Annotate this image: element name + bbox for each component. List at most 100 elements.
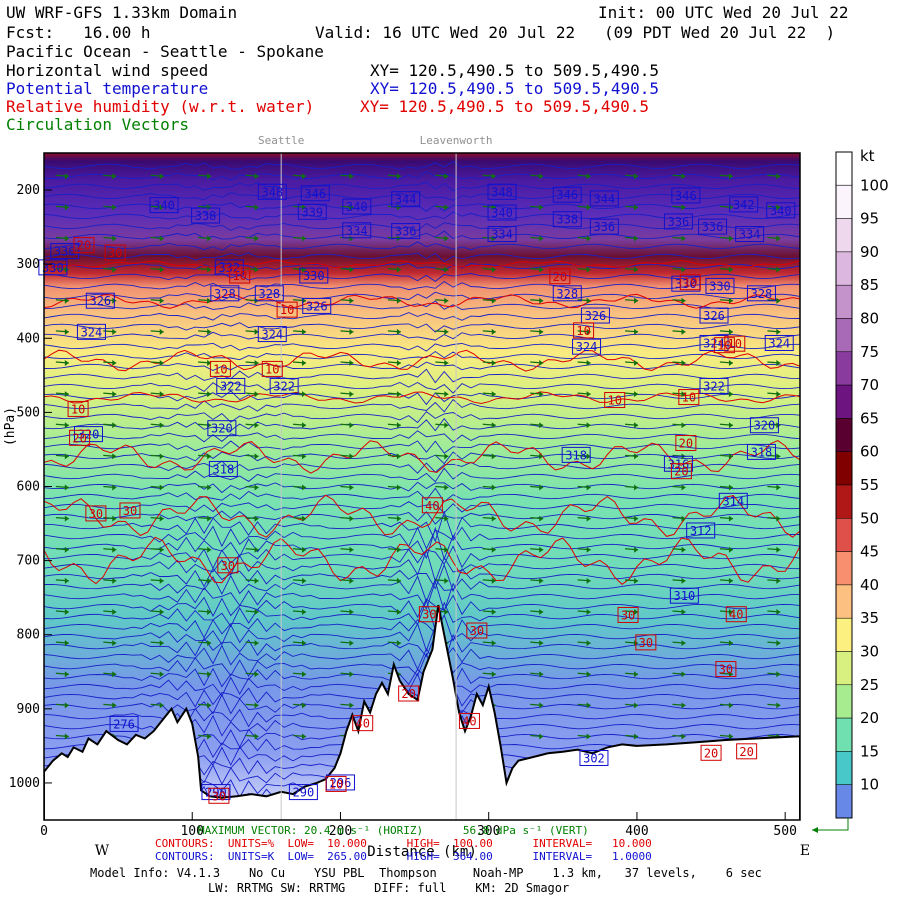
colorbar-cell [836, 352, 852, 385]
colorbar-cell [836, 319, 852, 352]
theta-label: 328 [258, 287, 280, 301]
theta-label: 328 [556, 287, 578, 301]
rh-label: 30 [639, 636, 653, 650]
colorbar-label: 20 [860, 709, 879, 727]
colorbar-cell [836, 785, 852, 818]
colorbar-label: 80 [860, 310, 879, 328]
theta-label: 348 [261, 185, 283, 199]
theta-label: 318 [213, 462, 235, 476]
location-label-seattle: Seattle [258, 134, 304, 147]
rh-label: 10 [576, 324, 590, 338]
rh-label: 30 [108, 246, 122, 260]
theta-label: 336 [593, 220, 615, 234]
colorbar-label: 25 [860, 676, 879, 694]
colorbar-label: 65 [860, 409, 879, 427]
rh-label: 10 [683, 276, 697, 290]
theta-label: 340 [153, 199, 175, 213]
theta-label: 340 [491, 206, 513, 220]
theta-label: 330 [303, 269, 325, 283]
colorbar-label: 85 [860, 276, 879, 294]
theta-label: 314 [722, 494, 744, 508]
theta-label: 320 [211, 422, 233, 436]
rh-label: 30 [123, 504, 137, 518]
y-tick-label: 500 [17, 405, 40, 420]
theta-label: 320 [754, 419, 776, 433]
model-info: Model Info: V4.1.3 No Cu YSU PBL Thompso… [90, 867, 762, 879]
rh-label: 40 [729, 608, 743, 622]
rh-label: 10 [329, 777, 343, 791]
theta-label: 324 [81, 325, 103, 339]
east-label: E [800, 843, 810, 859]
theta-label: 330 [54, 245, 76, 259]
theta-label: 326 [703, 309, 725, 323]
theta-label: 346 [556, 188, 578, 202]
theta-label: 322 [220, 379, 242, 393]
rh-label: 20 [674, 465, 688, 479]
colorbar-label: 40 [860, 576, 879, 594]
colorbar-cell [836, 718, 852, 751]
rh-label: 20 [72, 431, 86, 445]
colorbar-cell [836, 219, 852, 252]
colorbar-label: 100 [860, 176, 889, 194]
x-tick-label: 500 [773, 824, 796, 839]
rh-label: 10 [280, 303, 294, 317]
theta-label: 346 [304, 187, 326, 201]
y-tick-label: 1000 [9, 776, 40, 791]
colorbar-cell [836, 685, 852, 718]
colorbar-label: 95 [860, 210, 879, 228]
rh-label: 10 [607, 394, 621, 408]
colorbar-cell [836, 418, 852, 451]
colorbar-label: 70 [860, 376, 879, 394]
theta-label: 340 [770, 204, 792, 218]
colorbar-label: 10 [860, 776, 879, 794]
y-tick-label: 400 [17, 331, 40, 346]
theta-label: 326 [89, 294, 111, 308]
rh-label: 10 [213, 362, 227, 376]
colorbar-label: 45 [860, 543, 879, 561]
colorbar-cell [836, 518, 852, 551]
theta-label: 330 [709, 279, 731, 293]
colorbar-cell [836, 585, 852, 618]
colorbar-label: 55 [860, 476, 879, 494]
rh-label: 10 [728, 337, 742, 351]
theta-label: 290 [293, 786, 315, 800]
theta-label: 336 [702, 220, 724, 234]
rh-label: 30 [212, 789, 226, 803]
colorbar-cell [836, 285, 852, 318]
theta-label: 339 [301, 205, 323, 219]
theta-label: 276 [113, 717, 135, 731]
colorbar-cell [836, 552, 852, 585]
theta-label: 328 [751, 287, 773, 301]
colorbar-label: 30 [860, 643, 879, 661]
rh-label: 20 [739, 745, 753, 759]
theta-label: 328 [214, 287, 236, 301]
theta-label: 338 [556, 213, 578, 227]
colorbar-label: 35 [860, 609, 879, 627]
theta-label: 348 [491, 185, 513, 199]
model-info-physics: LW: RRTMG SW: RRTMG DIFF: full KM: 2D Sm… [208, 882, 569, 894]
rh-label: 30 [719, 663, 733, 677]
rh-label: 30 [470, 624, 484, 638]
colorbar-cell [836, 751, 852, 784]
x-tick-label: 0 [40, 824, 48, 839]
rh-label: 10 [265, 362, 279, 376]
rh-label: 20 [704, 746, 718, 760]
rh-label: 20 [401, 687, 415, 701]
theta-label: 324 [576, 340, 598, 354]
max-vector-note: MAXIMUM VECTOR: 20.4 m s⁻¹ (HORIZ) 56.8 … [198, 825, 589, 837]
rh-label: 30 [621, 608, 635, 622]
theta-label: 330 [42, 261, 64, 275]
theta-label: 324 [261, 328, 283, 342]
theta-contour-info: CONTOURS: UNITS=K LOW= 265.00 HIGH= 364.… [155, 851, 652, 863]
y-tick-label: 700 [17, 554, 40, 569]
colorbar-label: 15 [860, 742, 879, 760]
theta-label: 326 [585, 309, 607, 323]
theta-label: 344 [395, 193, 417, 207]
theta-label: 344 [593, 192, 615, 206]
theta-label: 310 [674, 589, 696, 603]
west-label: W [95, 843, 110, 859]
theta-label: 318 [751, 445, 773, 459]
theta-label: 334 [491, 228, 513, 242]
theta-label: 312 [690, 524, 712, 538]
